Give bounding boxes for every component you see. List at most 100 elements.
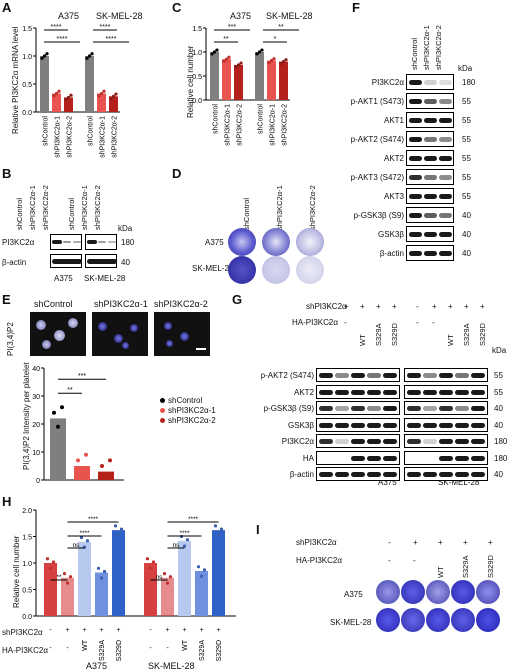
sig-label: *** xyxy=(228,24,236,31)
band xyxy=(351,472,365,477)
band xyxy=(367,406,381,411)
band xyxy=(439,251,452,256)
band xyxy=(319,373,333,378)
c-cell-a375: A375 xyxy=(230,11,252,21)
sig-label: ns xyxy=(173,542,181,549)
data-point xyxy=(284,58,288,62)
e-image-sh1 xyxy=(92,312,148,356)
panel-label-h: H xyxy=(2,494,12,509)
data-point xyxy=(109,96,113,101)
g-sh-sign: + xyxy=(480,302,485,311)
f-blot-9 xyxy=(406,245,454,261)
b-cell-skmel28: SK-MEL-28 xyxy=(84,274,126,283)
d-well-a375-ctrl xyxy=(228,228,256,256)
sh-sign: + xyxy=(82,627,86,634)
sh-sign: - xyxy=(149,627,152,634)
sh-sign: - xyxy=(49,627,52,634)
d-col-shcontrol: shControl xyxy=(242,197,251,230)
g-cell-skmel28: SK-MEL-28 xyxy=(438,478,480,487)
data-point xyxy=(239,61,243,65)
band xyxy=(439,422,453,428)
bar-0 xyxy=(50,418,66,480)
band xyxy=(335,373,349,378)
data-point xyxy=(52,94,56,98)
y-tick-label: 1.5 xyxy=(22,26,32,33)
data-point xyxy=(185,538,190,542)
band xyxy=(439,472,453,477)
bar-2 xyxy=(78,541,91,616)
band xyxy=(319,422,333,428)
b-blot-a375-actin xyxy=(50,254,82,268)
band xyxy=(439,137,452,142)
data-point xyxy=(267,60,271,65)
sh-sign: + xyxy=(65,627,69,634)
band xyxy=(407,406,421,411)
band xyxy=(351,373,365,378)
g-ha-sign: S329A xyxy=(374,323,383,346)
band xyxy=(407,439,421,444)
band xyxy=(319,406,333,411)
g-mw-4: 180 xyxy=(494,437,508,446)
data-point xyxy=(52,410,56,415)
g-blot-3-0 xyxy=(316,417,400,432)
band xyxy=(383,455,397,461)
g-row-label-3: GSK3β xyxy=(288,420,314,430)
x-tick-label: shPI3KC2α-2 xyxy=(282,104,289,146)
band xyxy=(335,389,349,395)
sig-label: **** xyxy=(188,516,199,523)
band xyxy=(367,422,381,428)
ha-label: WT xyxy=(182,639,189,651)
g-sh-sign: - xyxy=(328,302,331,311)
i-ha-sign: S329D xyxy=(486,555,495,578)
i-well xyxy=(451,608,475,632)
panel-label-i: I xyxy=(256,522,260,537)
band xyxy=(424,232,437,237)
sig-label: * xyxy=(274,36,277,43)
data-point xyxy=(165,581,170,585)
g-mw-1: 55 xyxy=(494,387,503,397)
band xyxy=(409,194,422,199)
b-mw-40: 40 xyxy=(121,258,130,267)
b-row-actin: β-actin xyxy=(2,258,27,267)
sh-sign: + xyxy=(216,627,220,634)
x-tick-label: shControl xyxy=(213,104,220,134)
data-point xyxy=(69,93,73,97)
band xyxy=(471,472,485,477)
band xyxy=(423,439,437,444)
band xyxy=(424,251,437,256)
data-point xyxy=(216,533,221,538)
f-mw-5: 55 xyxy=(462,173,471,182)
i-well xyxy=(401,608,425,632)
data-point xyxy=(40,56,44,60)
g-ha-sign: - xyxy=(328,318,331,327)
band xyxy=(455,389,469,395)
data-point xyxy=(272,57,276,61)
band xyxy=(383,422,397,428)
data-point xyxy=(215,48,219,52)
g-blot-4-1 xyxy=(404,434,488,448)
y-tick-label: 0 xyxy=(36,478,40,485)
data-point xyxy=(257,50,262,54)
bar-1 xyxy=(161,577,174,616)
i-sh-sign: + xyxy=(413,538,418,547)
bar-2 xyxy=(109,96,118,112)
data-point xyxy=(269,59,274,63)
b-blot-a375-pi3k xyxy=(50,234,82,250)
f-row-label-7: p-GSK3β (S9) xyxy=(353,211,404,220)
y-tick-label: 2.0 xyxy=(22,508,32,515)
e-col-sh1: shPI3KC2α-1 xyxy=(94,299,148,309)
i-well xyxy=(376,608,400,632)
ha-label: S329D xyxy=(216,640,223,661)
x-tick-label: shControl xyxy=(258,104,265,134)
g-cell-a375: A375 xyxy=(378,478,397,487)
g-row-label-4: PI3KC2α xyxy=(281,437,314,446)
data-point xyxy=(116,533,121,538)
band xyxy=(335,406,349,411)
f-blot-1 xyxy=(406,93,454,109)
ha-label: S329A xyxy=(99,640,106,661)
g-ha-sign: WT xyxy=(446,334,455,346)
band xyxy=(439,232,452,237)
g-blot-4-0 xyxy=(316,434,400,448)
data-point xyxy=(279,61,283,66)
band xyxy=(351,406,365,411)
